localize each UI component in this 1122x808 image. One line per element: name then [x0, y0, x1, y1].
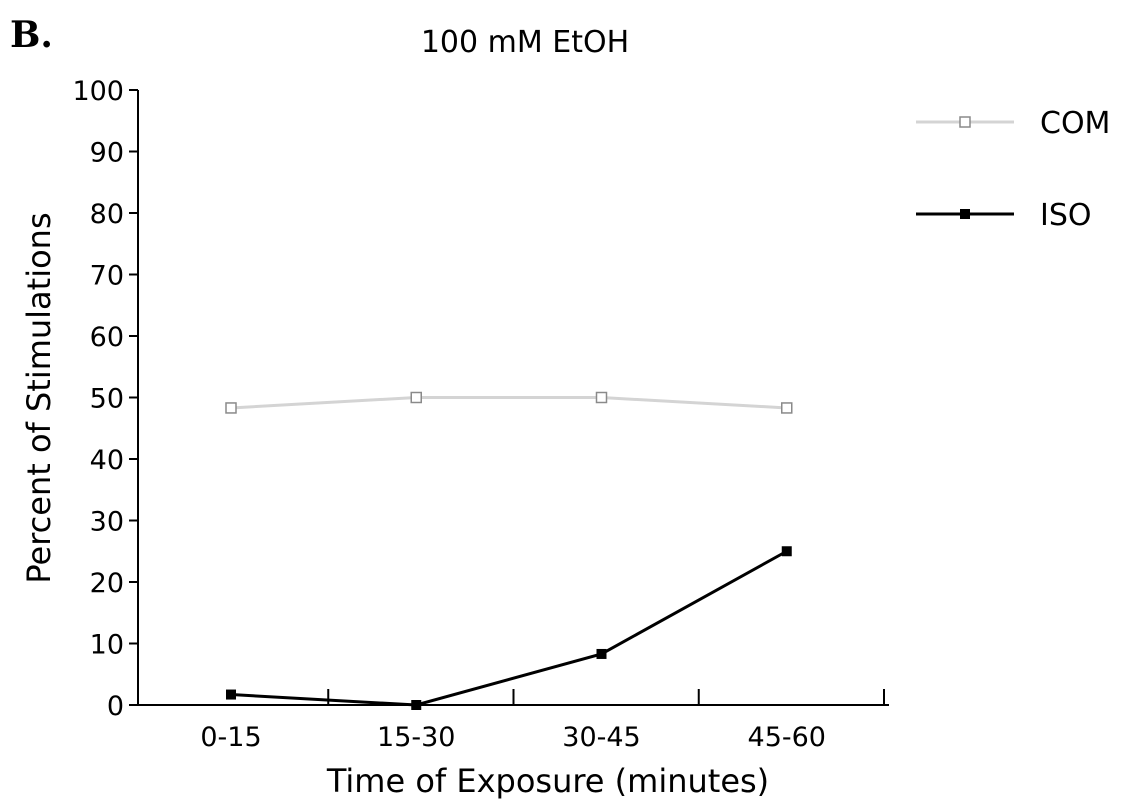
data-point-com [225, 402, 237, 414]
x-tick-label: 45-60 [748, 722, 826, 753]
x-tick-label: 30-45 [562, 722, 640, 753]
x-axis-label: Time of Exposure (minutes) [326, 762, 769, 800]
x-tick-label: 0-15 [200, 722, 261, 753]
legend-marker-iso [960, 209, 970, 219]
y-tick-label: 50 [90, 384, 124, 415]
x-ticks: 0-15 15-30 30-45 45-60 [200, 689, 885, 753]
x-tick-label: 15-30 [377, 722, 455, 753]
y-ticks: 0 10 20 30 40 50 60 70 80 90 100 [72, 76, 138, 722]
series-line-iso [230, 549, 788, 707]
series-line-com [230, 396, 787, 410]
data-point-com [410, 391, 422, 404]
panel-label: B. [10, 14, 53, 56]
y-tick-label: 80 [90, 199, 124, 230]
y-tick-label: 90 [90, 138, 124, 169]
legend: COM ISO [916, 106, 1110, 233]
y-tick-label: 10 [90, 630, 124, 661]
y-tick-label: 70 [90, 261, 124, 292]
y-tick-label: 60 [90, 322, 124, 353]
y-tick-label: 100 [72, 76, 124, 107]
data-point-com [781, 402, 793, 414]
legend-label-com: COM [1040, 106, 1110, 141]
y-axis-label: Percent of Stimulations [20, 212, 58, 583]
series-layer [225, 391, 793, 710]
data-point-iso [781, 546, 792, 557]
legend-label-iso: ISO [1040, 198, 1092, 233]
y-tick-label: 40 [90, 445, 124, 476]
y-tick-label: 0 [107, 691, 124, 722]
y-tick-label: 20 [90, 568, 124, 599]
data-point-iso [411, 700, 422, 710]
data-point-iso [226, 689, 236, 700]
legend-marker-com [959, 116, 971, 128]
chart-title: 100 mM EtOH [421, 25, 629, 60]
y-tick-label: 30 [90, 507, 124, 538]
data-point-iso [596, 648, 607, 659]
data-point-com [595, 391, 608, 404]
